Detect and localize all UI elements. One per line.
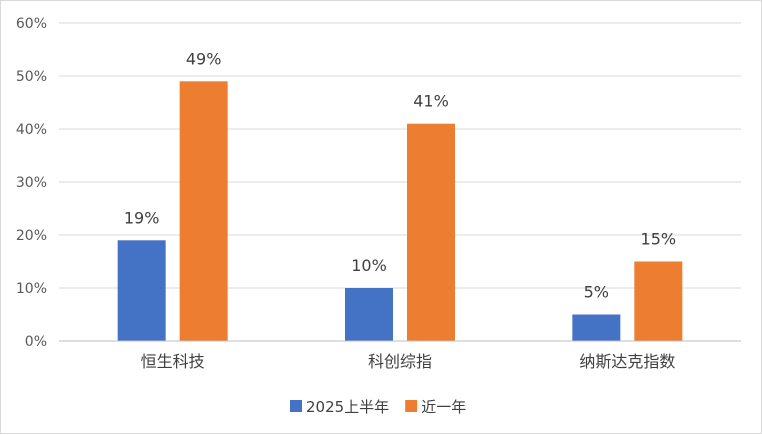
y-tick-label: 50%: [16, 69, 47, 85]
category-label: 恒生科技: [141, 352, 205, 371]
legend-swatch: [290, 400, 302, 412]
y-tick-label: 60%: [16, 16, 47, 32]
bar: [117, 240, 166, 341]
bar: [634, 261, 683, 341]
bars: [117, 81, 683, 342]
data-label: 15%: [641, 230, 677, 249]
y-axis-ticks: 0% 10% 20% 30% 40% 50% 60%: [16, 16, 47, 350]
bar: [179, 81, 228, 342]
data-label: 19%: [124, 208, 160, 227]
data-label: 10%: [351, 256, 387, 275]
bar: [345, 288, 393, 341]
bar: [407, 123, 455, 341]
gridlines: [59, 22, 741, 289]
legend-label: 2025上半年: [306, 398, 389, 416]
y-tick-label: 40%: [16, 122, 47, 138]
legend-label: 近一年: [421, 398, 466, 416]
bar: [572, 314, 621, 341]
data-labels: 19% 49% 10% 41% 5% 15%: [124, 49, 676, 301]
category-label: 纳斯达克指数: [579, 352, 675, 371]
data-label: 41%: [413, 92, 449, 111]
x-axis: 恒生科技 科创综指 纳斯达克指数: [59, 340, 741, 371]
y-tick-label: 0%: [25, 334, 47, 350]
y-tick-label: 30%: [16, 175, 47, 191]
legend: 2025上半年 近一年: [290, 398, 466, 416]
category-label: 科创综指: [368, 352, 432, 371]
data-label: 5%: [584, 283, 609, 302]
y-tick-label: 10%: [16, 281, 47, 297]
legend-swatch: [405, 400, 418, 412]
y-tick-label: 20%: [16, 228, 47, 244]
data-label: 49%: [186, 49, 222, 68]
